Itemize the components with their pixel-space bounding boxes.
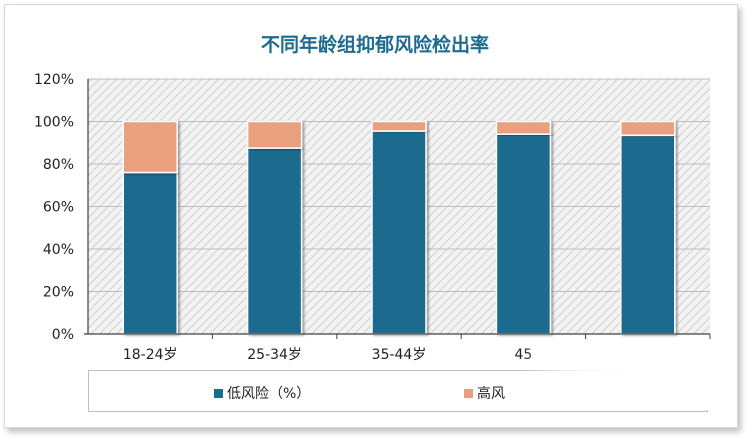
bar-segment [620, 120, 676, 137]
y-tick-label: 40% [43, 242, 74, 258]
x-tick-label: 35-44岁 [372, 347, 427, 363]
x-tick-label: 25-34岁 [247, 347, 302, 363]
y-tick-label: 20% [43, 285, 74, 301]
y-tick-label: 120% [34, 72, 74, 88]
watermark-fade [520, 340, 710, 410]
bar-segment [246, 147, 303, 335]
y-tick-label: 60% [43, 200, 74, 216]
legend-swatch-low-risk [214, 389, 223, 398]
y-tick-label: 100% [34, 115, 74, 131]
bar-segment [495, 120, 552, 135]
bar-segment [122, 171, 178, 335]
legend-item-low-risk: 低风险（%） [214, 383, 310, 403]
y-tick-label: 0% [52, 327, 74, 343]
bar-segment [371, 120, 427, 132]
bar-segment [495, 133, 552, 335]
bar-segment [246, 120, 303, 149]
legend-swatch-high-risk [464, 389, 473, 398]
legend-label-low-risk: 低风险（%） [227, 386, 311, 402]
chart-title: 不同年龄组抑郁风险检出率 [260, 34, 489, 56]
y-tick-label: 80% [43, 157, 74, 173]
bar-segment [122, 120, 178, 174]
legend-item-high-risk: 高风 [464, 383, 505, 403]
legend-label-high-risk: 高风 [477, 386, 505, 402]
bar-segment [620, 134, 676, 335]
x-tick-label: 18-24岁 [123, 347, 178, 363]
bar-segment [371, 130, 427, 335]
